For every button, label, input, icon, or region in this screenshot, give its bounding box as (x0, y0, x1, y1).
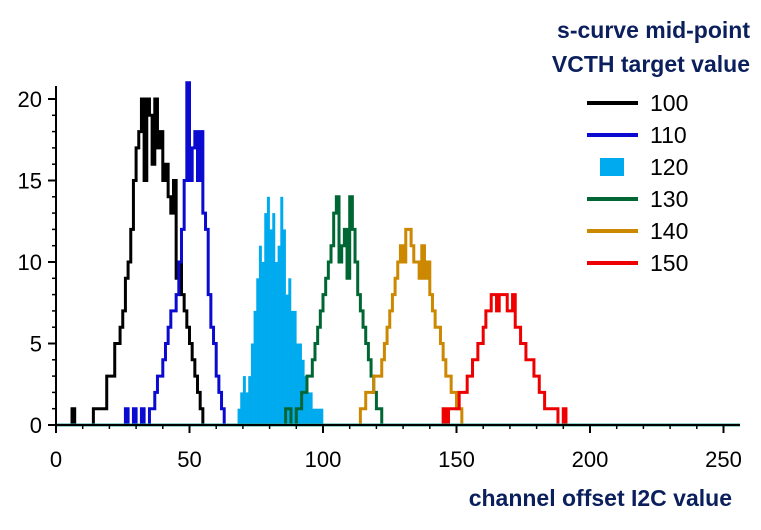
bar-120-81 (272, 213, 276, 425)
bar-120-69 (240, 392, 244, 425)
series-120 (237, 196, 324, 425)
series-150 (441, 293, 568, 427)
bar-120-87 (288, 278, 292, 425)
legend-label-100: 100 (650, 90, 688, 116)
y-tick-label-5: 5 (30, 332, 42, 357)
step-line-130 (284, 195, 384, 427)
axis-ticks: 0 50 100 150 200 250 0 5 10 15 20 (18, 87, 742, 472)
y-tick-label-15: 15 (18, 169, 42, 194)
step-line-110 (123, 81, 227, 427)
legend: 100 110 120 130 140 150 (587, 90, 688, 276)
step-line-150 (441, 293, 568, 427)
bar-120-96 (312, 408, 316, 425)
bar-120-70 (242, 376, 246, 425)
bar-120-86 (285, 294, 289, 425)
x-tick-label-0: 0 (50, 447, 62, 472)
bar-120-77 (261, 262, 265, 425)
legend-item-100: 100 (587, 90, 688, 116)
legend-swatch-120 (600, 158, 624, 176)
series-100 (70, 97, 206, 427)
series-110 (123, 81, 227, 427)
bar-120-98 (317, 408, 321, 425)
x-tick-label-100: 100 (305, 447, 342, 472)
x-tick-label-200: 200 (572, 447, 609, 472)
legend-label-110: 110 (650, 122, 687, 148)
step-line-140 (358, 227, 464, 425)
legend-item-150: 150 (587, 250, 688, 276)
legend-label-150: 150 (650, 250, 688, 276)
bar-120-97 (314, 408, 318, 425)
bar-120-73 (250, 343, 254, 425)
bar-120-83 (277, 245, 281, 425)
bar-120-90 (296, 343, 300, 425)
y-tick-label-20: 20 (18, 87, 42, 112)
bar-120-99 (320, 408, 324, 425)
x-tick-label-50: 50 (177, 447, 201, 472)
bar-120-93 (304, 376, 308, 425)
chart-title-line-1: s-curve mid-point (557, 17, 750, 43)
bar-120-75 (256, 278, 260, 425)
legend-label-130: 130 (650, 186, 688, 212)
bar-120-89 (293, 310, 297, 425)
bar-120-68 (237, 408, 241, 425)
legend-item-140: 140 (587, 218, 688, 244)
bar-120-95 (309, 392, 313, 425)
bar-120-76 (258, 245, 262, 425)
bar-120-78 (264, 213, 268, 425)
bar-120-72 (248, 376, 252, 425)
legend-item-130: 130 (587, 186, 688, 212)
bar-120-82 (274, 262, 278, 425)
x-axis-label: channel offset I2C value (469, 485, 732, 511)
step-line-100 (70, 97, 206, 427)
bar-120-80 (269, 229, 273, 425)
x-tick-label-250: 250 (705, 447, 742, 472)
bar-120-85 (282, 229, 286, 425)
bar-120-74 (253, 310, 257, 425)
bar-120-79 (266, 196, 270, 425)
bar-120-88 (290, 310, 294, 425)
bar-120-94 (306, 392, 310, 425)
legend-item-110: 110 (587, 122, 687, 148)
series-140 (358, 227, 464, 425)
bar-120-71 (245, 392, 249, 425)
chart-title-line-2: VCTH target value (552, 51, 750, 77)
legend-label-140: 140 (650, 218, 688, 244)
x-tick-label-150: 150 (438, 447, 475, 472)
legend-label-120: 120 (650, 154, 688, 180)
legend-item-120: 120 (600, 154, 688, 180)
y-tick-label-0: 0 (30, 413, 42, 438)
y-tick-label-10: 10 (18, 250, 42, 275)
series-130 (284, 195, 384, 427)
bar-120-84 (280, 196, 284, 425)
bar-120-91 (298, 343, 302, 425)
